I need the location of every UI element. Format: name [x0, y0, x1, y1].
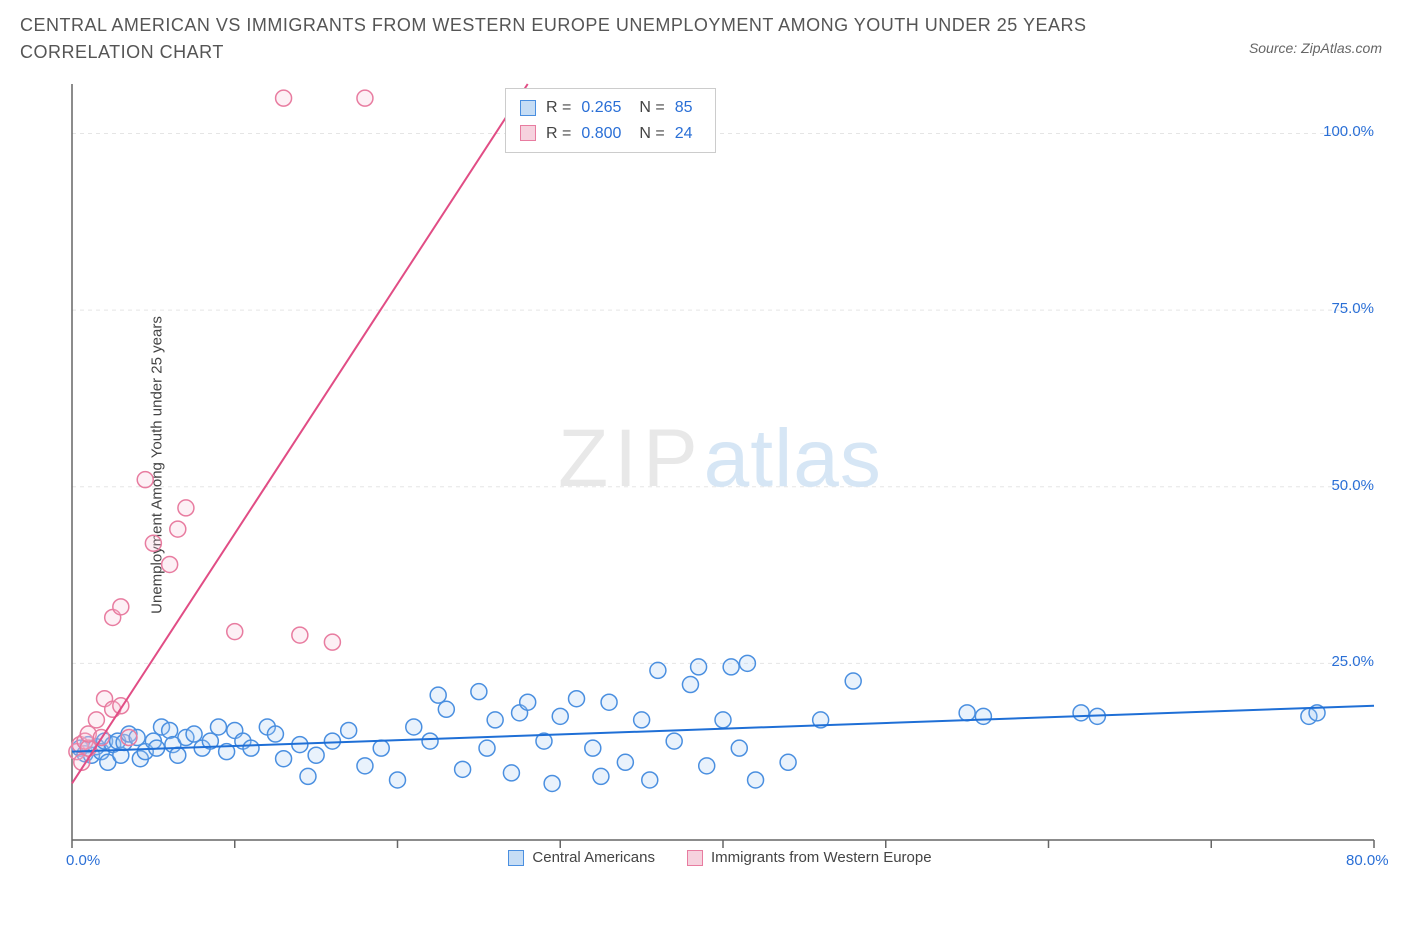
- data-point: [406, 719, 422, 735]
- data-point: [975, 708, 991, 724]
- legend-item: Immigrants from Western Europe: [687, 849, 932, 866]
- data-point: [170, 521, 186, 537]
- n-value: 24: [675, 121, 693, 147]
- data-point: [300, 768, 316, 784]
- data-point: [324, 634, 340, 650]
- series-swatch: [520, 100, 536, 116]
- legend-swatch: [687, 850, 703, 866]
- data-point: [503, 765, 519, 781]
- data-point: [276, 90, 292, 106]
- data-point: [178, 500, 194, 516]
- data-point: [430, 687, 446, 703]
- r-label: R =: [546, 121, 571, 147]
- data-point: [308, 747, 324, 763]
- data-point: [438, 701, 454, 717]
- data-point: [739, 655, 755, 671]
- data-point: [210, 719, 226, 735]
- series-legend: Central Americans Immigrants from Western…: [60, 849, 1380, 866]
- data-point: [634, 712, 650, 728]
- data-point: [121, 730, 137, 746]
- data-point: [324, 733, 340, 749]
- scatter-chart: ZIPatlas R =0.265N =85R =0.800N =24 Cent…: [60, 80, 1380, 870]
- chart-svg: [60, 80, 1380, 870]
- data-point: [162, 556, 178, 572]
- data-point: [959, 705, 975, 721]
- data-point: [422, 733, 438, 749]
- trend-line: [72, 84, 528, 783]
- data-point: [780, 754, 796, 770]
- data-point: [642, 772, 658, 788]
- data-point: [569, 691, 585, 707]
- legend-item: Central Americans: [508, 849, 655, 866]
- data-point: [617, 754, 633, 770]
- data-point: [601, 694, 617, 710]
- y-tick-label: 75.0%: [1331, 300, 1374, 317]
- stats-row: R = 0.265 N = 85: [520, 95, 701, 121]
- source-attribution: Source: ZipAtlas.com: [1249, 40, 1382, 56]
- data-point: [585, 740, 601, 756]
- data-point: [162, 722, 178, 738]
- data-point: [137, 472, 153, 488]
- data-point: [357, 90, 373, 106]
- r-label: R =: [546, 95, 571, 121]
- stats-row: R = 0.800 N = 24: [520, 121, 701, 147]
- chart-title: CENTRAL AMERICAN VS IMMIGRANTS FROM WEST…: [20, 12, 1140, 66]
- data-point: [748, 772, 764, 788]
- n-label: N =: [639, 121, 664, 147]
- data-point: [666, 733, 682, 749]
- data-point: [267, 726, 283, 742]
- data-point: [276, 751, 292, 767]
- data-point: [113, 599, 129, 615]
- y-tick-label: 100.0%: [1323, 123, 1374, 140]
- data-point: [487, 712, 503, 728]
- data-point: [544, 775, 560, 791]
- data-point: [88, 712, 104, 728]
- x-tick-label: 80.0%: [1346, 852, 1389, 869]
- series-swatch: [520, 125, 536, 141]
- data-point: [292, 627, 308, 643]
- data-point: [699, 758, 715, 774]
- data-point: [723, 659, 739, 675]
- data-point: [357, 758, 373, 774]
- r-value: 0.265: [581, 95, 621, 121]
- data-point: [373, 740, 389, 756]
- n-label: N =: [639, 95, 664, 121]
- data-point: [731, 740, 747, 756]
- data-point: [170, 747, 186, 763]
- data-point: [1073, 705, 1089, 721]
- data-point: [471, 684, 487, 700]
- data-point: [455, 761, 471, 777]
- data-point: [390, 772, 406, 788]
- data-point: [520, 694, 536, 710]
- r-value: 0.800: [581, 121, 621, 147]
- data-point: [145, 535, 161, 551]
- data-point: [552, 708, 568, 724]
- n-value: 85: [675, 95, 693, 121]
- y-tick-label: 50.0%: [1331, 477, 1374, 494]
- data-point: [845, 673, 861, 689]
- legend-swatch: [508, 850, 524, 866]
- data-point: [479, 740, 495, 756]
- data-point: [186, 726, 202, 742]
- legend-label: Central Americans: [532, 849, 655, 866]
- y-tick-label: 25.0%: [1331, 653, 1374, 670]
- x-tick-label: 0.0%: [66, 852, 100, 869]
- data-point: [650, 662, 666, 678]
- legend-label: Immigrants from Western Europe: [711, 849, 932, 866]
- data-point: [243, 740, 259, 756]
- data-point: [691, 659, 707, 675]
- data-point: [341, 722, 357, 738]
- stats-box: R = 0.265 N = 85 R = 0.800 N = 24: [505, 88, 716, 153]
- data-point: [682, 677, 698, 693]
- data-point: [227, 624, 243, 640]
- data-point: [715, 712, 731, 728]
- data-point: [593, 768, 609, 784]
